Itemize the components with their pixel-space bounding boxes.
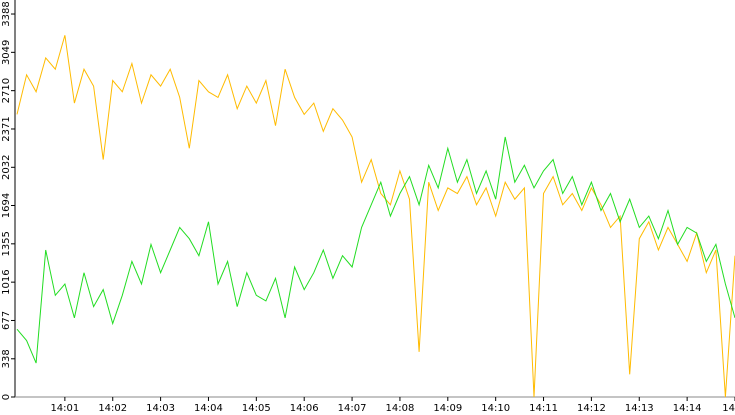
x-tick-label: 14:11 — [529, 403, 558, 414]
y-tick-label: 3388 — [1, 1, 12, 26]
x-tick-label: 14:12 — [577, 403, 606, 414]
y-tick-label: 1355 — [1, 231, 12, 256]
x-tick-label: 14:02 — [98, 403, 127, 414]
x-tick-label: 14:08 — [386, 403, 415, 414]
x-tick-label: 14:07 — [338, 403, 367, 414]
x-tick-label: 14 — [722, 403, 735, 414]
y-tick-label: 0 — [1, 394, 12, 400]
y-tick-label: 677 — [1, 311, 12, 330]
y-tick-label: 3049 — [1, 40, 12, 65]
y-tick-label: 1694 — [1, 193, 12, 218]
series-line — [16, 35, 735, 398]
x-tick-label: 14:14 — [673, 403, 702, 414]
x-tick-label: 14:09 — [433, 403, 462, 414]
x-tick-label: 14:03 — [146, 403, 175, 414]
y-tick-label: 2032 — [1, 155, 12, 180]
y-tick-label: 2710 — [1, 78, 12, 103]
x-tick-label: 14:10 — [481, 403, 510, 414]
y-tick-label: 1016 — [1, 269, 12, 294]
x-tick-label: 14:13 — [625, 403, 654, 414]
x-tick-label: 14:01 — [50, 403, 79, 414]
x-tick-label: 14:06 — [290, 403, 319, 414]
y-tick-label: 2371 — [1, 116, 12, 141]
series-line — [16, 136, 735, 364]
x-tick-label: 14:05 — [242, 403, 271, 414]
y-tick-label: 338 — [1, 349, 12, 368]
x-tick-label: 14:04 — [194, 403, 223, 414]
